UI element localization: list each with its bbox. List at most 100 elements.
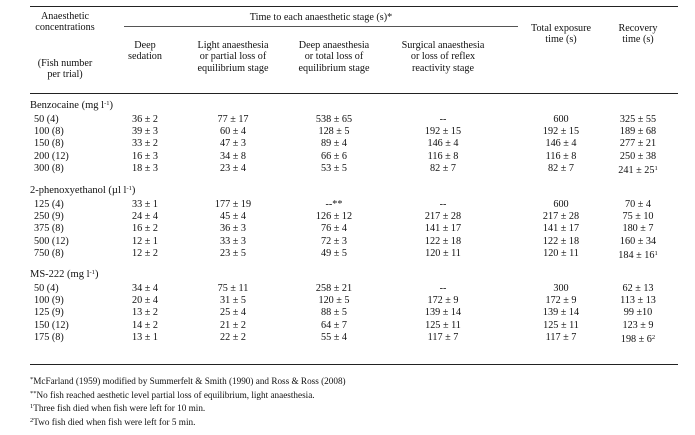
cell-surg: 120 ± 11 (425, 247, 461, 259)
table-bottom-rule (30, 364, 678, 365)
cell-total: 141 ± 17 (542, 223, 580, 235)
cell-light: 25 ± 4 (220, 307, 246, 319)
cell-rec: 123 ± 9 (622, 319, 654, 331)
table-row: 50 (4) 34 ± 4 75 ± 11 258 ± 21 -- 300 62 ± 13 (0, 283, 695, 295)
cell-total: 139 ± 14 (542, 307, 580, 319)
table-row: 250 (9) 24 ± 4 45 ± 4 126 ± 12 217 ± 28 217 ±… (0, 211, 695, 223)
cell-deep-an: 89 ± 4 (321, 138, 347, 150)
cell-total: 116 ± 8 (545, 150, 577, 162)
table-row: 100 (8) 39 ± 3 60 ± 4 128 ± 5 192 ± 15 192 ± … (0, 126, 695, 138)
cell-light: 177 ± 19 (214, 199, 252, 210)
cell-light: 47 ± 3 (220, 138, 246, 150)
section-unit-superscript: -1 (89, 269, 95, 276)
cell-surg: 125 ± 11 (425, 319, 461, 331)
cell-total: 192 ± 15 (542, 126, 580, 138)
cell-light: 36 ± 3 (220, 223, 246, 235)
cell-conc: 150 (8) (34, 138, 64, 150)
cell-light: 23 ± 4 (220, 162, 246, 174)
cell-deep-an: 258 ± 21 (315, 283, 353, 294)
section-unit-superscript: -1 (104, 100, 110, 107)
cell-conc: 125 (4) (34, 199, 64, 210)
cell-light: 34 ± 8 (220, 150, 246, 162)
header-recovery: Recovery time (s) (618, 23, 658, 46)
cell-rec: 99 ±10 (623, 307, 653, 319)
header-fish-number: (Fish number per trial) (37, 58, 93, 81)
cell-deep-sed: 16 ± 3 (132, 150, 158, 162)
header-light-anaesthesia: Light anaesthesia or partial loss of equ… (197, 40, 269, 74)
cell-rec: 189 ± 68 (619, 126, 657, 138)
cell-light: 75 ± 11 (217, 283, 249, 294)
cell-conc: 50 (4) (34, 283, 59, 294)
cell-total: 122 ± 18 (542, 235, 580, 247)
table-row: 50 (4) 36 ± 2 77 ± 17 538 ± 65 -- 600 325 ± 55 (0, 114, 695, 126)
cell-light: 21 ± 2 (220, 319, 246, 331)
cell-deep-an: --** (325, 199, 343, 210)
cell-surg: 172 ± 9 (427, 295, 459, 307)
cell-surg: 139 ± 14 (424, 307, 462, 319)
cell-conc: 750 (8) (34, 247, 64, 259)
cell-light: 23 ± 5 (220, 247, 246, 259)
footnote: 1Three fish died when fish were left for… (30, 401, 346, 415)
cell-rec: 113 ± 13 (620, 295, 656, 307)
cell-total: 146 ± 4 (545, 138, 577, 150)
cell-deep-sed: 12 ± 2 (132, 247, 158, 259)
cell-deep-sed: 12 ± 1 (132, 235, 158, 247)
cell-surg: -- (439, 199, 447, 210)
footnote: **No fish reached aesthetic level partia… (30, 388, 346, 402)
cell-deep-sed: 16 ± 2 (132, 223, 158, 235)
cell-rec: 75 ± 10 (622, 211, 654, 223)
cell-conc: 375 (8) (34, 223, 64, 235)
table-row: 175 (8) 13 ± 1 22 ± 2 55 ± 4 117 ± 7 117 ± 7 1… (0, 331, 695, 345)
table-row: 125 (4) 33 ± 1 177 ± 19 --** -- 600 70 ± 4 (0, 199, 695, 211)
cell-rec: 241 ± 251 (618, 164, 658, 176)
cell-rec: 160 ± 34 (619, 235, 657, 247)
section-name: 2-phenoxyethanol (µl l (30, 185, 127, 196)
header-surgical-anaesthesia: Surgical anaesthesia or loss of reflex r… (401, 40, 485, 74)
section-name: Benzocaine (mg l (30, 100, 105, 111)
footnote: 2Two fish died when fish were left for 5… (30, 415, 346, 429)
section-heading: 2-phenoxyethanol (µl l-1) (30, 185, 135, 196)
cell-conc: 200 (12) (34, 150, 69, 162)
cell-rec: 277 ± 21 (619, 138, 657, 150)
header-total-exposure: Total exposure time (s) (530, 23, 592, 46)
cell-surg: 192 ± 15 (424, 126, 462, 138)
section-name: MS-222 (mg l (30, 269, 90, 280)
cell-deep-sed: 20 ± 4 (132, 295, 158, 307)
cell-deep-an: 49 ± 5 (321, 247, 347, 259)
cell-light: 77 ± 17 (217, 114, 249, 125)
table-row: 375 (8) 16 ± 2 36 ± 3 76 ± 4 141 ± 17 141 ± 1… (0, 223, 695, 235)
cell-conc: 50 (4) (34, 114, 59, 125)
cell-surg: -- (439, 114, 447, 125)
header-deep-anaesthesia: Deep anaesthesia or total loss of equili… (298, 40, 370, 74)
cell-rec: 184 ± 161 (618, 249, 658, 261)
table-row: 100 (9) 20 ± 4 31 ± 5 120 ± 5 172 ± 9 172 ± 9… (0, 295, 695, 307)
cell-total: 600 (553, 199, 569, 210)
cell-light: 45 ± 4 (220, 211, 246, 223)
table-row: 750 (8) 12 ± 2 23 ± 5 49 ± 5 120 ± 11 120 ± 1… (0, 247, 695, 261)
cell-deep-sed: 14 ± 2 (132, 319, 158, 331)
section-close-paren: ) (94, 269, 99, 280)
footnote-mark: 1 (30, 403, 34, 410)
header-concentration: Anaesthetic concentrations (35, 11, 95, 34)
table-row: 500 (12) 12 ± 1 33 ± 3 72 ± 3 122 ± 18 122 ± … (0, 236, 695, 248)
cell-deep-an: 76 ± 4 (321, 223, 347, 235)
cell-deep-an: 66 ± 6 (321, 150, 347, 162)
section-heading: MS-222 (mg l-1) (30, 269, 98, 280)
cell-deep-an: 72 ± 3 (321, 235, 347, 247)
cell-conc: 100 (8) (34, 126, 64, 138)
header-deep-sedation: Deep sedation (128, 40, 162, 63)
cell-total: 217 ± 28 (542, 211, 580, 223)
cell-surg: 82 ± 7 (430, 162, 456, 174)
section-heading: Benzocaine (mg l-1) (30, 100, 113, 111)
cell-surg: 217 ± 28 (424, 211, 462, 223)
table-row: 125 (9) 13 ± 2 25 ± 4 88 ± 5 139 ± 14 139 ± 1… (0, 307, 695, 319)
cell-deep-sed: 13 ± 1 (132, 331, 158, 343)
footnote-mark: * (30, 376, 34, 383)
cell-deep-an: 88 ± 5 (321, 307, 347, 319)
footnotes: *McFarland (1959) modified by Summerfelt… (30, 374, 346, 428)
cell-deep-an: 538 ± 65 (315, 114, 353, 125)
cell-light: 31 ± 5 (220, 295, 246, 307)
cell-deep-sed: 24 ± 4 (132, 211, 158, 223)
cell-total: 600 (553, 114, 569, 125)
